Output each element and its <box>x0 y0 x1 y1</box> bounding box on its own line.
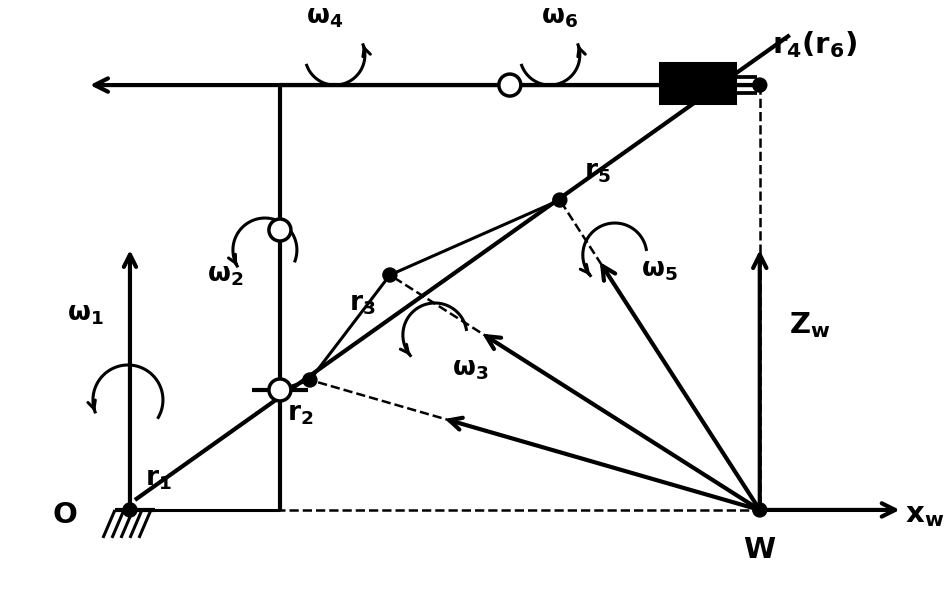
Circle shape <box>499 74 521 96</box>
Circle shape <box>269 379 291 401</box>
Circle shape <box>753 503 767 517</box>
Text: $\mathbf{\omega_2}$: $\mathbf{\omega_2}$ <box>206 263 243 287</box>
Circle shape <box>553 193 567 207</box>
Text: $\mathbf{r_4(r_6)}$: $\mathbf{r_4(r_6)}$ <box>772 30 857 61</box>
Text: $\mathbf{\omega_3}$: $\mathbf{\omega_3}$ <box>452 358 488 383</box>
Circle shape <box>269 219 291 241</box>
FancyBboxPatch shape <box>660 63 735 103</box>
Text: $\mathbf{\omega_5}$: $\mathbf{\omega_5}$ <box>641 258 678 283</box>
Text: $\mathbf{O}$: $\mathbf{O}$ <box>52 500 78 529</box>
Text: $\mathbf{x_w}$: $\mathbf{x_w}$ <box>905 500 944 529</box>
Text: $\mathbf{r_5}$: $\mathbf{r_5}$ <box>584 160 611 185</box>
Circle shape <box>383 268 397 282</box>
Text: $\mathbf{W}$: $\mathbf{W}$ <box>743 535 777 564</box>
Text: $\mathbf{r_3}$: $\mathbf{r_3}$ <box>348 292 375 318</box>
Text: $\mathbf{r_1}$: $\mathbf{r_1}$ <box>145 467 171 492</box>
Circle shape <box>123 503 137 517</box>
Text: $\mathbf{\omega_1}$: $\mathbf{\omega_1}$ <box>66 302 103 327</box>
Text: $\mathbf{r_2}$: $\mathbf{r_2}$ <box>287 403 313 428</box>
Text: $\mathbf{\omega_6}$: $\mathbf{\omega_6}$ <box>542 5 579 30</box>
Circle shape <box>753 78 767 92</box>
Text: $\mathbf{\omega_4}$: $\mathbf{\omega_4}$ <box>306 5 344 30</box>
Text: $\mathbf{Z_w}$: $\mathbf{Z_w}$ <box>789 310 831 340</box>
Circle shape <box>303 373 317 387</box>
